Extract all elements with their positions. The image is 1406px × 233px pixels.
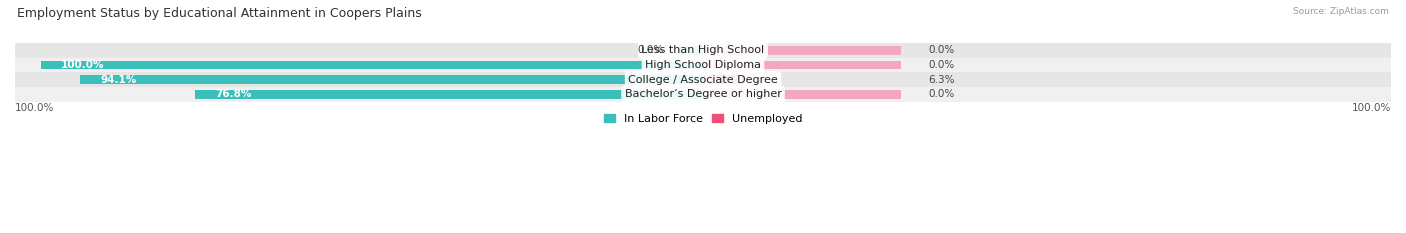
Text: Employment Status by Educational Attainment in Coopers Plains: Employment Status by Educational Attainm… [17,7,422,20]
Text: 100.0%: 100.0% [15,103,55,113]
Text: 0.0%: 0.0% [928,60,955,70]
Text: Less than High School: Less than High School [641,45,765,55]
Text: 0.0%: 0.0% [928,89,955,99]
Text: Bachelor’s Degree or higher: Bachelor’s Degree or higher [624,89,782,99]
Bar [41,61,703,69]
Bar [15,58,1391,72]
Text: 100.0%: 100.0% [1351,103,1391,113]
Text: 0.0%: 0.0% [637,45,664,55]
Bar [703,75,745,84]
Legend: In Labor Force, Unemployed: In Labor Force, Unemployed [599,109,807,128]
Text: 0.0%: 0.0% [928,45,955,55]
Bar [703,90,901,99]
Text: 100.0%: 100.0% [62,60,105,70]
Bar [195,90,703,99]
Bar [80,75,703,84]
Text: Source: ZipAtlas.com: Source: ZipAtlas.com [1294,7,1389,16]
Bar [676,46,703,55]
Text: 6.3%: 6.3% [928,75,955,85]
Text: 76.8%: 76.8% [215,89,252,99]
Text: College / Associate Degree: College / Associate Degree [628,75,778,85]
Bar [15,87,1391,102]
Bar [15,72,1391,87]
Text: High School Diploma: High School Diploma [645,60,761,70]
Bar [703,61,901,69]
Bar [703,46,901,55]
Text: 94.1%: 94.1% [100,75,136,85]
Bar [15,43,1391,58]
